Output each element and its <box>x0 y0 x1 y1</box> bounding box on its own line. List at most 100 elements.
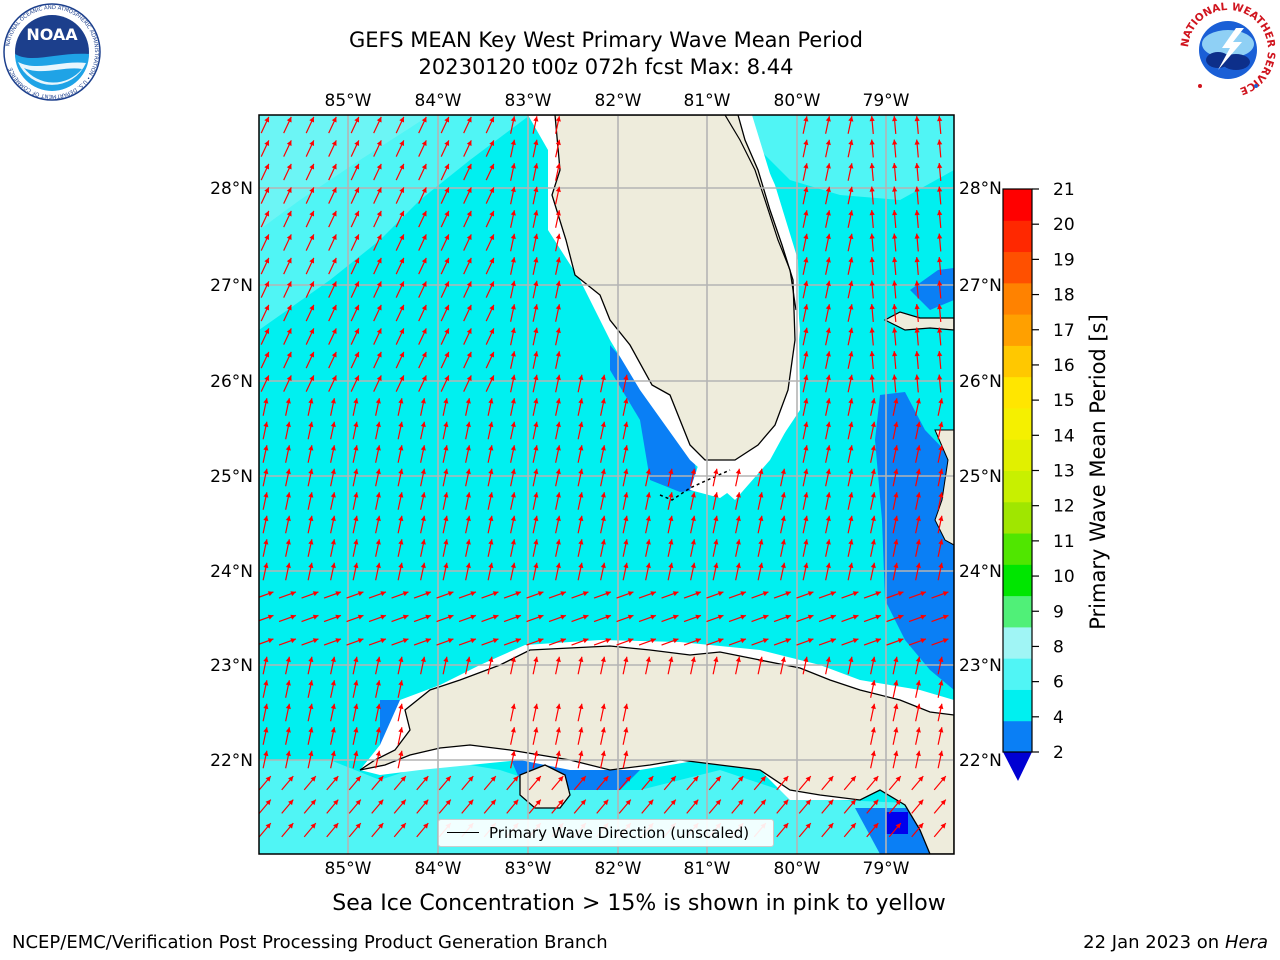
wave-arrow-head <box>937 163 943 169</box>
wave-arrow-head <box>285 539 291 545</box>
wave-arrow-head <box>848 421 854 428</box>
wave-arrow-head <box>488 562 494 569</box>
wave-arrow-head <box>869 233 875 239</box>
wave-arrow-head <box>915 750 921 757</box>
wave-arrow-head <box>555 515 561 522</box>
wave-arrow-head <box>938 421 944 428</box>
wave-arrow-head <box>600 656 606 663</box>
wave-arrow-head <box>938 656 944 663</box>
wave-arrow-head <box>399 304 405 311</box>
wave-arrow-head <box>825 374 831 381</box>
wave-arrow-head <box>555 656 561 663</box>
wave-arrow-head <box>466 281 472 287</box>
wave-arrow-head <box>825 163 831 169</box>
wave-arrow-head <box>690 656 696 663</box>
wave-arrow-head <box>354 351 360 358</box>
wave-arrow-head <box>444 257 450 264</box>
wave-arrow-head <box>645 468 651 475</box>
wave-arrow-head <box>312 638 319 644</box>
wave-arrow-head <box>693 776 699 782</box>
wave-arrow-head <box>533 163 539 169</box>
wave-arrow-head <box>650 638 656 644</box>
wave-arrow-head <box>466 234 472 240</box>
wave-arrow-head <box>423 823 429 829</box>
colorbar-tick-label: 12 <box>1053 497 1075 517</box>
wave-arrow-head <box>264 257 270 264</box>
wave-arrow-head <box>735 468 741 475</box>
wave-arrow-head <box>444 163 450 170</box>
wave-arrow-head <box>869 280 875 286</box>
wave-arrow-head <box>803 445 809 451</box>
wave-arrow-head <box>510 186 516 193</box>
wave-arrow-head <box>330 492 336 498</box>
wave-arrow-head <box>465 398 471 404</box>
wave-arrow-head <box>533 233 539 240</box>
wave-arrow-head <box>490 799 496 806</box>
wave-arrow-head <box>510 515 516 522</box>
wave-arrow-head <box>420 515 426 522</box>
wave-arrow-head <box>447 591 454 597</box>
wave-arrow-head <box>623 562 629 569</box>
wave-arrow-head <box>267 638 274 644</box>
land-grand-bahama <box>883 311 954 331</box>
wave-arrow-head <box>625 799 631 806</box>
wave-arrow-head <box>286 163 292 170</box>
wave-arrow-head <box>378 799 384 806</box>
coast-florida-east-barrier <box>724 115 797 311</box>
wave-arrow-head <box>892 257 898 263</box>
wave-arrow-head <box>375 492 381 498</box>
wave-arrow-head <box>489 328 495 334</box>
wave-arrow-head <box>353 562 359 569</box>
lon-tick-label: 81°W <box>684 91 731 111</box>
lat-tick-label: 22°N <box>959 751 1002 771</box>
wave-arrow-head <box>735 656 741 663</box>
wave-arrow-head <box>825 280 831 287</box>
wave-arrow-head <box>492 614 499 620</box>
wave-arrow-head <box>398 468 404 475</box>
wave-arrow-head <box>578 374 584 381</box>
wave-arrow-head <box>848 139 854 146</box>
wave-arrow-head <box>331 351 337 358</box>
colorbar-tick-label: 8 <box>1053 637 1064 657</box>
wave-arrow-head <box>758 562 764 569</box>
wave-arrow-head <box>600 398 606 404</box>
wave-arrow-head <box>444 375 450 381</box>
wave-arrow-head <box>920 638 926 644</box>
wave-arrow-head <box>421 328 427 334</box>
wave-arrow-head <box>875 614 881 620</box>
wave-arrow-head <box>578 656 584 663</box>
lon-ticks-top: 85°W 84°W 83°W 82°W 81°W 80°W 79°W <box>325 91 910 111</box>
wave-arrow-head <box>466 328 472 334</box>
footer-host: Hera <box>1224 932 1268 953</box>
wave-arrow-head <box>309 116 315 123</box>
wave-arrow-head <box>444 234 450 240</box>
wave-arrow-head <box>645 656 651 663</box>
lat-tick-label: 26°N <box>210 372 253 392</box>
wave-arrow-head <box>892 210 898 216</box>
wave-arrow-head <box>288 799 294 806</box>
wave-arrow-head <box>672 614 679 620</box>
wave-arrow-head <box>942 638 949 644</box>
wave-arrow-head <box>735 562 741 569</box>
wave-arrow-head <box>870 680 876 686</box>
wave-arrow-head <box>398 703 404 710</box>
wave-arrow-head <box>510 398 516 404</box>
wave-arrow-head <box>375 562 381 569</box>
wave-arrow-head <box>265 823 271 829</box>
wave-arrow-head <box>443 398 449 404</box>
wave-arrow-head <box>600 703 606 710</box>
wave-arrow-head <box>423 799 429 806</box>
wave-arrow-head <box>914 351 920 357</box>
colorbar-segment <box>1003 376 1032 409</box>
wave-arrow-head <box>735 539 741 545</box>
wave-arrow-head <box>893 539 899 545</box>
wave-arrow-head <box>444 140 450 146</box>
wave-arrow-head <box>582 591 589 597</box>
colorbar-tick-label: 13 <box>1053 462 1075 482</box>
wave-arrow-head <box>695 638 701 644</box>
wave-arrow-head <box>264 281 270 287</box>
wave-arrow-head <box>489 187 495 193</box>
wave-arrow-head <box>623 492 629 498</box>
wave-arrow-head <box>420 656 426 663</box>
wave-arrow-head <box>780 656 786 663</box>
